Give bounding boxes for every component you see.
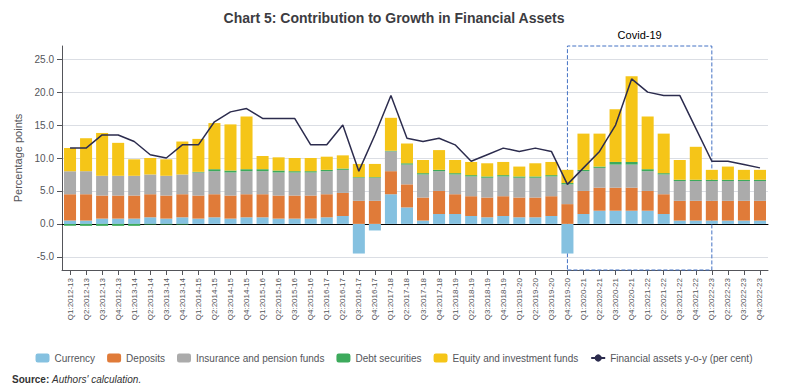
- svg-text:Q3:2021-22: Q3:2021-22: [675, 277, 684, 320]
- svg-text:Q1:2020-21: Q1:2020-21: [579, 277, 588, 320]
- svg-text:Q3:2018-19: Q3:2018-19: [483, 277, 492, 320]
- svg-text:Q2:2019-20: Q2:2019-20: [531, 277, 540, 320]
- svg-text:Chart 5: Contribution to Growt: Chart 5: Contribution to Growth in Finan…: [224, 10, 565, 26]
- svg-text:Q2:2012-13: Q2:2012-13: [82, 277, 91, 320]
- svg-text:0.0: 0.0: [40, 218, 54, 229]
- svg-text:Financial assets y-o-y (per ce: Financial assets y-o-y (per cent): [610, 353, 752, 364]
- svg-text:Q1:2017-18: Q1:2017-18: [386, 277, 395, 320]
- svg-text:Q3:2020-21: Q3:2020-21: [611, 277, 620, 320]
- svg-text:Q2:2016-17: Q2:2016-17: [338, 277, 347, 320]
- svg-text:Q2:2013-14: Q2:2013-14: [146, 277, 155, 320]
- svg-text:Q1:2012-13: Q1:2012-13: [66, 277, 75, 320]
- svg-text:Debt securities: Debt securities: [355, 353, 421, 364]
- svg-text:Insurance and pension funds: Insurance and pension funds: [196, 353, 324, 364]
- svg-text:Q3:2019-20: Q3:2019-20: [547, 277, 556, 320]
- svg-text:Q2:2017-18: Q2:2017-18: [402, 277, 411, 320]
- svg-text:Q1:2021-22: Q1:2021-22: [643, 277, 652, 320]
- svg-text:Source:: Source:: [12, 374, 49, 385]
- svg-text:Q3:2015-16: Q3:2015-16: [290, 277, 299, 320]
- svg-text:Deposits: Deposits: [126, 353, 165, 364]
- svg-text:Q3:2013-14: Q3:2013-14: [162, 277, 171, 320]
- svg-text:Q4:2020-21: Q4:2020-21: [627, 277, 636, 320]
- svg-text:Q4:2012-13: Q4:2012-13: [114, 277, 123, 320]
- svg-text:Q1:2022-23: Q1:2022-23: [707, 277, 716, 320]
- svg-text:Q3:2022-23: Q3:2022-23: [739, 277, 748, 320]
- svg-text:Equity and investment funds: Equity and investment funds: [453, 353, 579, 364]
- svg-text:Percentage points: Percentage points: [12, 113, 24, 202]
- svg-text:Q4:2018-19: Q4:2018-19: [499, 277, 508, 320]
- svg-text:Q4:2019-20: Q4:2019-20: [563, 277, 572, 320]
- svg-text:Q1:2014-15: Q1:2014-15: [194, 277, 203, 320]
- svg-text:-5.0: -5.0: [37, 251, 55, 262]
- svg-text:Q1:2013-14: Q1:2013-14: [130, 277, 139, 320]
- svg-text:Q2:2014-15: Q2:2014-15: [210, 277, 219, 320]
- svg-text:15.0: 15.0: [35, 120, 55, 131]
- svg-text:Currency: Currency: [55, 353, 96, 364]
- svg-text:Q3:2014-15: Q3:2014-15: [226, 277, 235, 320]
- svg-text:Q4:2015-16: Q4:2015-16: [306, 277, 315, 320]
- svg-text:Authors' calculation.: Authors' calculation.: [51, 374, 141, 385]
- svg-text:Q1:2019-20: Q1:2019-20: [515, 277, 524, 320]
- svg-text:10.0: 10.0: [35, 153, 55, 164]
- svg-text:Q2:2018-19: Q2:2018-19: [467, 277, 476, 320]
- svg-text:Q1:2018-19: Q1:2018-19: [451, 277, 460, 320]
- svg-text:25.0: 25.0: [35, 54, 55, 65]
- svg-text:Q4:2022-23: Q4:2022-23: [755, 277, 764, 320]
- svg-text:Q2:2021-22: Q2:2021-22: [659, 277, 668, 320]
- svg-text:Q4:2017-18: Q4:2017-18: [435, 277, 444, 320]
- svg-text:Q4:2016-17: Q4:2016-17: [370, 277, 379, 320]
- svg-text:Q3:2016-17: Q3:2016-17: [354, 277, 363, 320]
- svg-text:Q3:2017-18: Q3:2017-18: [419, 277, 428, 320]
- svg-text:5.0: 5.0: [40, 185, 54, 196]
- svg-text:Q4:2014-15: Q4:2014-15: [242, 277, 251, 320]
- svg-text:20.0: 20.0: [35, 87, 55, 98]
- svg-text:Q2:2020-21: Q2:2020-21: [595, 277, 604, 320]
- svg-text:Q3:2012-13: Q3:2012-13: [98, 277, 107, 320]
- svg-text:Q4:2013-14: Q4:2013-14: [178, 277, 187, 320]
- svg-text:Q1:2015-16: Q1:2015-16: [258, 277, 267, 320]
- svg-text:Q2:2022-23: Q2:2022-23: [723, 277, 732, 320]
- svg-text:Q4:2021-22: Q4:2021-22: [691, 277, 700, 320]
- svg-text:Q2:2015-16: Q2:2015-16: [274, 277, 283, 320]
- svg-text:Covid-19: Covid-19: [618, 29, 662, 41]
- svg-text:Q1:2016-17: Q1:2016-17: [322, 277, 331, 320]
